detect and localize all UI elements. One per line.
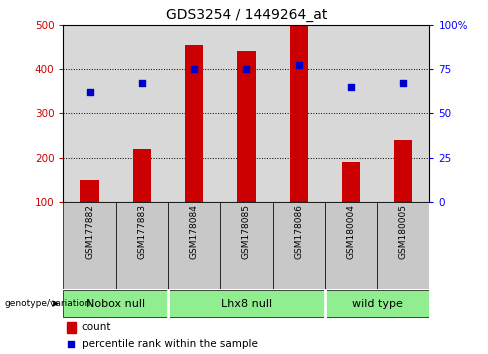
Text: GSM177883: GSM177883	[137, 204, 146, 259]
Bar	[325, 290, 429, 317]
Point	[86, 89, 94, 95]
Text: wild type: wild type	[352, 298, 403, 309]
Text: genotype/variation: genotype/variation	[5, 299, 91, 308]
Text: GSM177882: GSM177882	[85, 204, 94, 259]
Text: Lhx8 null: Lhx8 null	[221, 298, 272, 309]
Bar	[168, 202, 220, 289]
Bar	[168, 290, 325, 317]
Point	[190, 66, 198, 72]
Text: percentile rank within the sample: percentile rank within the sample	[82, 339, 258, 349]
Text: GSM178085: GSM178085	[242, 204, 251, 259]
Bar	[220, 202, 273, 289]
Bar	[237, 51, 256, 202]
Text: GSM178084: GSM178084	[190, 204, 199, 259]
Bar	[63, 202, 116, 289]
Point	[243, 66, 250, 72]
Bar	[133, 149, 151, 202]
Text: GSM180004: GSM180004	[346, 204, 356, 259]
Point	[347, 84, 355, 90]
Bar	[67, 322, 76, 333]
Point	[399, 80, 407, 86]
Bar	[394, 140, 412, 202]
Bar	[377, 202, 429, 289]
Bar	[342, 162, 360, 202]
Bar	[81, 180, 99, 202]
Point	[295, 63, 303, 68]
Bar	[63, 290, 168, 317]
Bar	[325, 202, 377, 289]
Text: count: count	[82, 322, 111, 332]
Bar	[273, 202, 325, 289]
Bar	[185, 45, 203, 202]
Bar	[289, 26, 308, 202]
Text: GSM178086: GSM178086	[294, 204, 303, 259]
Point	[138, 80, 146, 86]
Text: GSM180005: GSM180005	[399, 204, 408, 259]
Bar	[116, 202, 168, 289]
Text: Nobox null: Nobox null	[86, 298, 145, 309]
Point	[67, 341, 76, 347]
Title: GDS3254 / 1449264_at: GDS3254 / 1449264_at	[166, 8, 327, 22]
